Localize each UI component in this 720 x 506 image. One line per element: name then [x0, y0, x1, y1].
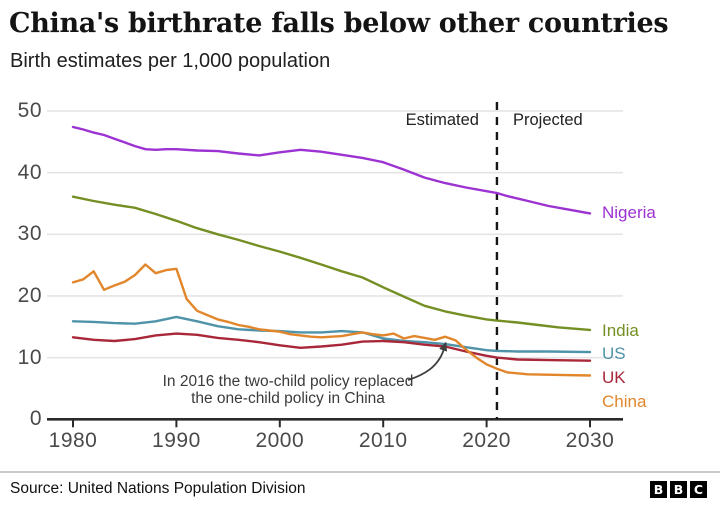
annotation-arrow [407, 349, 445, 381]
source-credit: Source: United Nations Population Divisi… [10, 480, 306, 497]
nigeria-line [71, 125, 592, 215]
uk-line [71, 332, 592, 362]
us-line [71, 315, 592, 354]
india-line [71, 195, 592, 332]
bbc-logo: B B C [650, 481, 707, 498]
bbc-logo-block-b2: B [670, 481, 687, 498]
footer-divider [0, 471, 720, 473]
annotation-arrowhead-icon [439, 341, 448, 352]
bbc-logo-block-b1: B [650, 481, 667, 498]
china-line [71, 263, 592, 377]
chart-subtitle: Birth estimates per 1,000 population [10, 50, 331, 72]
bbc-logo-block-c: C [690, 481, 707, 498]
page-title: China's birthrate falls below other coun… [9, 8, 669, 39]
